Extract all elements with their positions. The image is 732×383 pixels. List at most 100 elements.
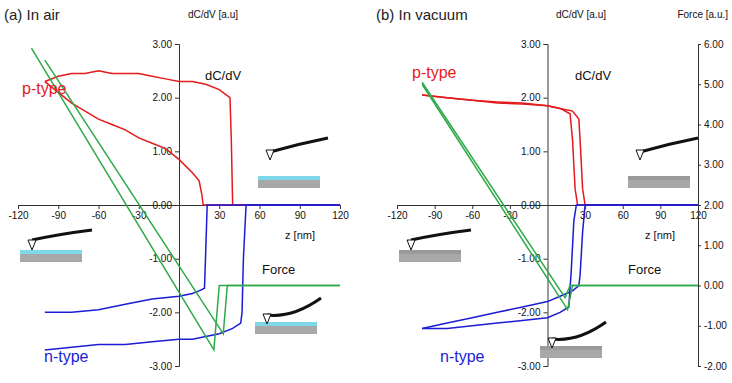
tick-label: 4.00 xyxy=(704,119,724,130)
tick: 30 xyxy=(214,205,226,221)
tick-label: 60 xyxy=(254,210,266,221)
inset xyxy=(255,298,321,334)
tick-mark xyxy=(175,366,179,367)
tick: 60 xyxy=(618,205,630,221)
inset xyxy=(628,138,698,188)
tick: 60 xyxy=(254,205,266,221)
panel: -120-90-60-30306090120-3.00-2.00-1.000.0… xyxy=(4,6,349,372)
panel: -120-90-60-30306090120-3.00-2.00-1.000.0… xyxy=(376,6,728,372)
tick-label: -60 xyxy=(466,210,481,221)
tick-mark xyxy=(544,312,548,313)
data-line xyxy=(45,71,340,205)
data-line xyxy=(45,60,340,334)
x-axis-title: z [nm] xyxy=(285,229,315,241)
title: (b) In vacuum xyxy=(376,6,468,23)
tick-label: 2.00 xyxy=(521,92,541,103)
inset-layer xyxy=(20,250,82,254)
inset xyxy=(399,230,471,262)
tick-mark xyxy=(175,151,179,152)
tick: 90 xyxy=(295,205,307,221)
data-line xyxy=(45,205,340,312)
axis: -2.00-1.000.001.002.003.004.005.006.00 xyxy=(698,39,727,372)
tick-mark xyxy=(175,44,179,45)
inset-cantilever xyxy=(640,138,698,152)
inset-cantilever xyxy=(32,230,92,240)
title: (a) In air xyxy=(4,6,60,23)
tick: -60 xyxy=(466,205,481,221)
axis-line xyxy=(699,45,702,367)
tick-label: 1.00 xyxy=(521,146,541,157)
tick: -2.00 xyxy=(698,361,727,372)
series xyxy=(31,48,340,350)
inset-substrate xyxy=(255,322,317,334)
inset-cantilever xyxy=(270,138,328,152)
tick: 6.00 xyxy=(698,39,724,50)
tick-label: -2.00 xyxy=(149,307,172,318)
inset-layer xyxy=(258,176,320,180)
chart-root: -120-90-60-30306090120-3.00-2.00-1.000.0… xyxy=(0,0,732,383)
tick-label: -2.00 xyxy=(518,307,541,318)
plot-area xyxy=(31,48,340,350)
tick-label: 3.00 xyxy=(704,159,724,170)
tick-mark xyxy=(472,205,473,209)
y-axis-title: dC/dV [a.u] xyxy=(556,9,606,20)
inset-tip xyxy=(548,338,556,348)
inset-tip xyxy=(407,240,415,250)
tick: -3.00 xyxy=(518,361,548,372)
tick-label: -3.00 xyxy=(149,361,172,372)
tick: 2.00 xyxy=(153,92,179,103)
tick-mark xyxy=(698,245,701,246)
tick-label: -90 xyxy=(428,210,443,221)
tick: 1.00 xyxy=(698,240,724,251)
tick-label: 120 xyxy=(332,210,349,221)
axis: -120-90-60-30306090120 xyxy=(387,205,707,221)
tick: 2.00 xyxy=(521,92,547,103)
tick-mark xyxy=(397,205,398,209)
series-label: Force xyxy=(628,262,661,277)
data-line xyxy=(422,205,698,328)
tick: -3.00 xyxy=(149,361,179,372)
tick-mark xyxy=(435,205,436,209)
tick: -120 xyxy=(387,205,407,221)
tick-mark xyxy=(18,205,19,209)
tick-mark xyxy=(698,366,701,367)
tick-mark xyxy=(175,312,179,313)
annotation: dC/dV xyxy=(205,68,241,83)
tick-mark xyxy=(698,286,701,287)
data-line xyxy=(31,48,340,350)
inset-layer xyxy=(540,346,602,350)
tick: -2.00 xyxy=(149,307,179,318)
tick-label: 60 xyxy=(618,210,630,221)
tick-label: 5.00 xyxy=(704,79,724,90)
tick-label: 0.00 xyxy=(153,200,173,211)
series-label: p-type xyxy=(412,64,457,81)
data-line xyxy=(422,95,698,205)
y-axis-title: dC/dV [a.u] xyxy=(188,9,238,20)
tick-label: -60 xyxy=(92,210,107,221)
series xyxy=(45,205,340,350)
tick-label: 0.00 xyxy=(704,280,724,291)
tick-mark xyxy=(99,205,100,209)
tick: 30 xyxy=(580,205,592,221)
tick: 5.00 xyxy=(698,79,724,90)
tick-label: -120 xyxy=(387,210,407,221)
inset-layer xyxy=(255,322,317,326)
tick-mark xyxy=(510,205,511,209)
tick-label: 1.00 xyxy=(704,240,724,251)
tick-label: 30 xyxy=(580,210,592,221)
tick-mark xyxy=(698,125,701,126)
inset-cantilever xyxy=(411,230,471,240)
tick-mark xyxy=(544,151,548,152)
tick: 0.00 xyxy=(153,200,179,211)
series xyxy=(422,205,698,328)
chart-svg: -120-90-60-30306090120-3.00-2.00-1.000.0… xyxy=(0,0,732,383)
series-label: n-type xyxy=(440,348,485,365)
tick-mark xyxy=(698,205,701,206)
inset-cantilever xyxy=(552,322,606,339)
tick-mark xyxy=(698,84,701,85)
tick-mark xyxy=(698,165,701,166)
series-label: p-type xyxy=(22,80,67,97)
inset xyxy=(540,322,606,358)
tick-label: -90 xyxy=(52,210,67,221)
tick-label: -2.00 xyxy=(704,361,727,372)
